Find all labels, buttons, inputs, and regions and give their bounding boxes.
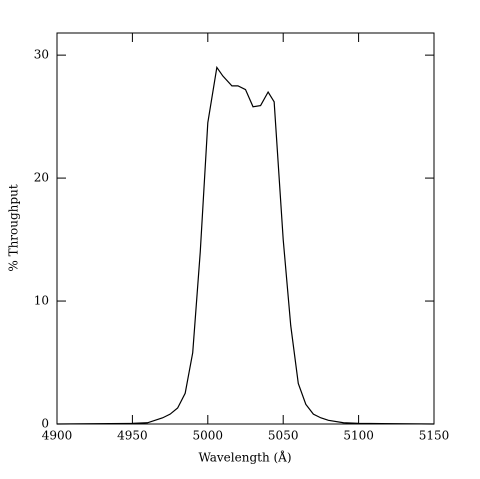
x-axis-label: Wavelength (Å) (198, 450, 291, 465)
y-axis-label: % Throughput (7, 184, 21, 271)
x-tick-label: 5000 (193, 429, 224, 443)
x-tick-label: 4950 (117, 429, 148, 443)
x-tick-label: 5050 (268, 429, 299, 443)
x-tick-label: 4900 (42, 429, 73, 443)
throughput-line (56, 65, 435, 425)
y-tick-label: 30 (34, 48, 49, 62)
y-tick-label: 0 (41, 417, 49, 431)
y-tick-label: 10 (34, 294, 49, 308)
x-tick-label: 5100 (343, 429, 374, 443)
plot-frame (56, 32, 435, 425)
x-tick-label: 5150 (419, 429, 450, 443)
y-tick-label: 20 (34, 171, 49, 185)
